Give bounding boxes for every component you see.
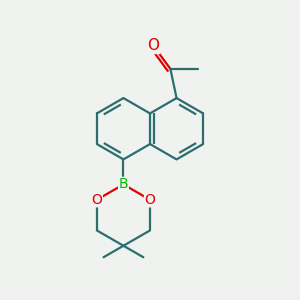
Text: O: O xyxy=(148,38,160,53)
Text: O: O xyxy=(145,193,155,207)
Text: O: O xyxy=(92,193,102,207)
Text: B: B xyxy=(118,177,128,191)
